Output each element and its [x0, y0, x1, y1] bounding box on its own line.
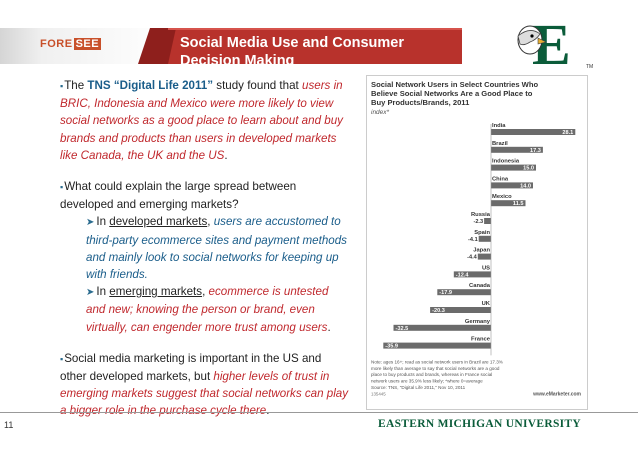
bar	[484, 218, 491, 224]
bar	[430, 307, 491, 313]
square-bullet-icon: ▪	[60, 81, 64, 91]
bar	[437, 289, 491, 296]
bullet-2: ▪What could explain the large spread bet…	[60, 178, 350, 336]
p1-end: .	[224, 148, 228, 162]
chart-site: www.eMarketer.com	[532, 391, 581, 397]
bar	[393, 324, 491, 331]
category-label: India	[492, 123, 506, 129]
slide-title-line1: Social Media Use and Consumer	[180, 35, 405, 51]
chart-source: Source: TNS, "Digital Life 2011," Nov 10…	[371, 385, 466, 390]
sub2-underline: emerging markets	[109, 285, 203, 299]
bar	[491, 182, 533, 189]
p3-end: .	[266, 404, 270, 418]
bar	[491, 200, 526, 207]
bullet-3: ▪Social media marketing is important in …	[60, 350, 350, 420]
bar	[491, 129, 576, 135]
slide-title-line2: Decision Making	[180, 53, 295, 69]
sub-bullet-developed: ➤ In developed markets, users are accusto…	[86, 213, 350, 283]
category-label: Canada	[469, 283, 491, 289]
sub2-comma: ,	[202, 285, 206, 299]
data-label: 11.5	[513, 201, 524, 207]
data-label: 17.3	[530, 148, 541, 154]
p3-pre: Social media marketing is important in t…	[60, 351, 322, 384]
university-wordmark: EASTERN MICHIGAN UNIVERSITY	[378, 418, 581, 430]
p3-highlight: higher levels of trust in emerging marke…	[60, 370, 349, 418]
svg-text:TM: TM	[586, 64, 593, 70]
foresee-logo: FORE SEE	[40, 38, 102, 50]
chart-title-line: Buy Products/Brands, 2011	[371, 98, 470, 107]
chart-id: 135445	[371, 391, 386, 396]
p1-mid: study found that	[213, 79, 302, 92]
p1-pre: The	[64, 79, 88, 92]
category-label: France	[471, 337, 491, 343]
category-label: China	[492, 176, 509, 182]
data-label: 15.0	[523, 166, 534, 172]
data-label: -17.9	[439, 290, 452, 296]
data-label: -2.3	[473, 219, 483, 225]
data-label: 14.0	[520, 183, 531, 189]
chart-note-line: Note: ages 16+; read as social network u…	[371, 359, 503, 364]
category-label: US	[482, 265, 490, 271]
bar	[491, 164, 536, 171]
logo-see-text: SEE	[73, 38, 102, 50]
data-label: -4.1	[468, 237, 478, 243]
p2-question: What could explain the large spread betw…	[60, 180, 297, 212]
p1-study-name: TNS “Digital Life 2011”	[87, 79, 214, 92]
slide-title: Social Media Use and Consumer Decision M…	[180, 34, 404, 70]
footer-divider	[0, 412, 638, 413]
bar	[453, 271, 491, 278]
category-label: UK	[482, 301, 491, 307]
chart-title-line: Believe Social Networks Are a Good Place…	[371, 89, 533, 98]
category-label: Japan	[473, 248, 490, 254]
bar-chart-svg: Social Network Users in Select Countries…	[371, 80, 582, 397]
data-label: 28.1	[562, 130, 573, 136]
body-text: ▪The TNS “Digital Life 2011” study found…	[60, 77, 350, 434]
sub2-pre: In	[96, 285, 110, 299]
data-label: -4.4	[467, 255, 478, 261]
sub1-body: users are accustomed to third-party ecom…	[86, 215, 347, 282]
square-bullet-icon: ▪	[60, 353, 64, 364]
data-label: -35.9	[385, 344, 398, 350]
bar	[477, 253, 491, 260]
p1-highlight: users in BRIC, Indonesia and Mexico were…	[60, 79, 343, 162]
category-label: Spain	[474, 230, 490, 236]
bar	[478, 235, 491, 242]
sub1-pre: In	[96, 215, 110, 229]
category-label: Germany	[465, 319, 491, 325]
square-bullet-icon: ▪	[60, 182, 64, 193]
category-label: Brazil	[492, 141, 508, 147]
data-label: -12.4	[456, 272, 470, 278]
eagle-e-logo-icon: E TM	[517, 16, 593, 70]
emarketer-chart: Social Network Users in Select Countries…	[366, 75, 588, 410]
data-label: -32.5	[396, 326, 409, 332]
bar	[383, 342, 491, 349]
sub1-underline: developed markets	[109, 215, 208, 229]
arrow-bullet-icon: ➤	[86, 287, 95, 299]
chart-title-line: Social Network Users in Select Countries…	[371, 80, 538, 89]
chart-note-line: place to buy products and brands, wherea…	[371, 372, 492, 377]
bar	[491, 146, 543, 153]
category-label: Russia	[471, 212, 491, 218]
bullet-1: ▪The TNS “Digital Life 2011” study found…	[60, 77, 350, 164]
category-label: Indonesia	[492, 159, 520, 165]
data-label: -20.3	[432, 308, 445, 314]
logo-fore-text: FORE	[40, 38, 73, 50]
sub2-end: .	[327, 320, 331, 334]
arrow-bullet-icon: ➤	[86, 217, 95, 229]
sub-bullet-emerging: ➤ In emerging markets, ecommerce is untes…	[86, 283, 350, 336]
sub1-comma: ,	[207, 215, 211, 229]
category-label: Mexico	[492, 194, 512, 200]
chart-note-line: network users are 35.9% less likely; *wh…	[371, 379, 483, 384]
chart-subtitle: index*	[371, 109, 390, 116]
chart-note-line: more likely than average to say that soc…	[371, 366, 500, 371]
sub2-body: ecommerce is untested and new; knowing t…	[86, 285, 329, 334]
page-number: 11	[4, 420, 14, 430]
